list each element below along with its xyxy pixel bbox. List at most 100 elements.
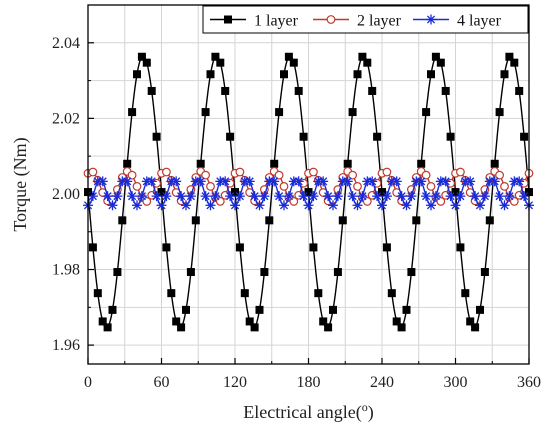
- data-point: [107, 200, 118, 211]
- data-point: [234, 191, 245, 202]
- data-point: [132, 181, 142, 191]
- y-tick-label: 2.04: [52, 35, 80, 52]
- data-point: [128, 108, 137, 117]
- data-point: [250, 323, 259, 332]
- y-tick-label: 1.98: [52, 262, 80, 279]
- data-point: [147, 86, 156, 95]
- data-point: [226, 132, 235, 141]
- data-point: [347, 191, 358, 202]
- data-point: [88, 243, 97, 252]
- data-point: [368, 86, 377, 95]
- data-point: [235, 167, 245, 177]
- data-point: [319, 317, 328, 326]
- data-point: [382, 243, 391, 252]
- data-point: [489, 176, 500, 187]
- data-point: [244, 176, 255, 187]
- x-tick-label: 240: [370, 374, 394, 391]
- data-point: [387, 289, 396, 298]
- data-point: [357, 191, 368, 202]
- data-point: [407, 268, 416, 277]
- data-point: [514, 176, 525, 187]
- data-point: [88, 167, 98, 177]
- data-point: [230, 200, 240, 211]
- y-axis-title: Torque (Nm): [10, 137, 31, 231]
- data-point: [146, 176, 157, 187]
- data-point: [495, 108, 504, 117]
- data-point: [401, 200, 412, 211]
- data-point: [200, 191, 211, 202]
- data-point: [304, 188, 313, 197]
- data-point: [136, 191, 147, 202]
- data-point: [352, 200, 363, 211]
- data-point: [181, 200, 191, 211]
- x-tick-label: 0: [84, 374, 92, 391]
- data-point: [191, 216, 200, 225]
- data-point: [363, 58, 372, 67]
- data-point: [430, 191, 441, 202]
- data-point: [328, 200, 338, 211]
- data-point: [378, 188, 386, 197]
- data-point: [269, 176, 280, 187]
- data-point: [298, 191, 309, 202]
- data-point: [103, 323, 112, 332]
- data-point: [510, 58, 519, 67]
- x-tick-label: 60: [154, 374, 170, 391]
- data-point: [123, 159, 132, 168]
- data-point: [274, 191, 285, 202]
- axis-ticks: 0 60 120 180 240 300 360 1.96 1.98 2.00 2.02 2.04: [52, 35, 541, 391]
- data-point: [108, 305, 117, 314]
- data-point: [294, 86, 303, 95]
- data-point: [216, 58, 225, 67]
- data-point: [436, 58, 445, 67]
- data-point: [97, 176, 108, 187]
- data-point: [461, 289, 470, 298]
- data-point: [186, 268, 195, 277]
- data-point: [343, 159, 352, 168]
- data-point: [195, 176, 206, 187]
- data-point: [402, 305, 411, 314]
- data-point: [427, 70, 435, 79]
- data-point: [406, 191, 417, 202]
- series-layer: [83, 52, 534, 332]
- data-point: [372, 191, 383, 202]
- data-point: [332, 191, 343, 202]
- x-axis-title-sup: o: [362, 400, 368, 414]
- data-point: [224, 15, 232, 24]
- data-point: [279, 181, 289, 191]
- data-point: [490, 159, 499, 168]
- data-point: [220, 176, 231, 187]
- data-point: [353, 181, 362, 191]
- data-point: [500, 181, 509, 191]
- data-point: [93, 289, 102, 298]
- data-point: [333, 268, 342, 277]
- data-point: [505, 52, 514, 61]
- data-point: [326, 15, 336, 24]
- data-point: [161, 167, 171, 177]
- data-point: [265, 216, 274, 225]
- data-point: [240, 289, 249, 298]
- data-point: [283, 191, 294, 202]
- data-point: [426, 14, 436, 25]
- x-tick-label: 120: [223, 374, 247, 391]
- data-point: [157, 188, 166, 197]
- x-axis-title-end: ): [368, 402, 374, 423]
- data-point: [348, 170, 358, 180]
- data-point: [275, 108, 284, 117]
- data-point: [289, 58, 298, 67]
- legend: 1 layer 2 layer 4 layer: [202, 5, 529, 34]
- data-point: [205, 200, 216, 211]
- data-point: [494, 191, 505, 202]
- data-point: [231, 188, 239, 197]
- data-point: [422, 108, 431, 117]
- data-point: [441, 86, 450, 95]
- legend-label: 2 layer: [357, 13, 402, 30]
- data-point: [416, 176, 427, 187]
- legend-label: 4 layer: [457, 13, 502, 30]
- data-point: [122, 176, 133, 187]
- data-point: [476, 305, 484, 314]
- data-point: [270, 159, 279, 168]
- data-point: [259, 191, 270, 202]
- y-tick-label: 2.02: [52, 110, 80, 127]
- data-point: [479, 191, 490, 202]
